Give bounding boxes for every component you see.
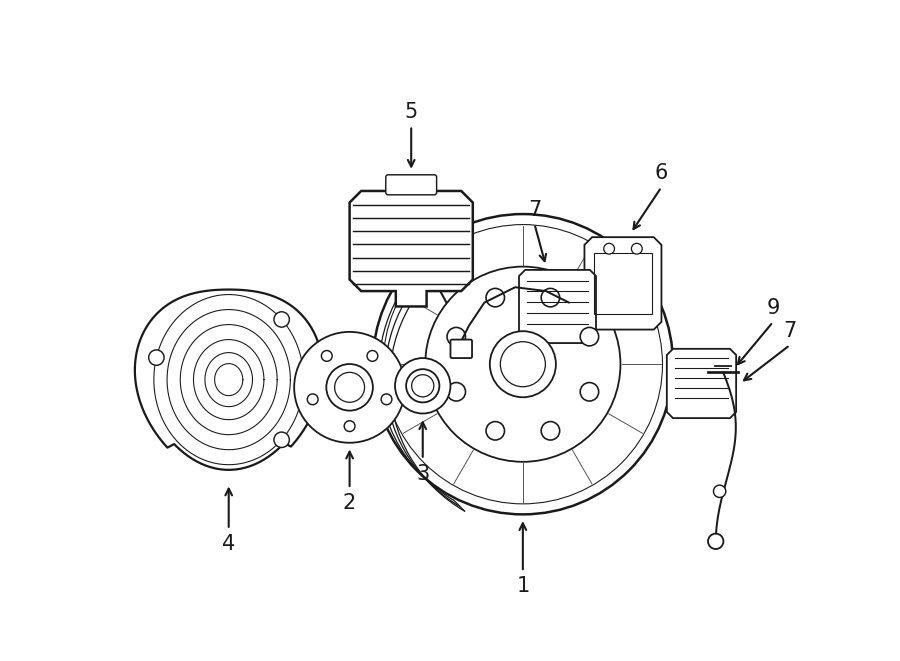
Polygon shape: [584, 237, 662, 330]
Circle shape: [274, 432, 290, 447]
Ellipse shape: [580, 383, 598, 401]
Text: 6: 6: [655, 163, 668, 183]
Ellipse shape: [381, 394, 392, 405]
Ellipse shape: [373, 214, 673, 514]
Text: 7: 7: [783, 321, 796, 341]
Ellipse shape: [490, 331, 556, 397]
Polygon shape: [349, 191, 472, 307]
Ellipse shape: [486, 288, 505, 307]
FancyBboxPatch shape: [451, 340, 472, 358]
Ellipse shape: [307, 394, 318, 405]
Ellipse shape: [426, 266, 620, 462]
Circle shape: [148, 350, 164, 366]
Text: 7: 7: [527, 200, 541, 220]
Text: 9: 9: [767, 298, 779, 318]
Text: 2: 2: [343, 493, 356, 513]
Polygon shape: [667, 349, 736, 418]
Ellipse shape: [486, 422, 505, 440]
Ellipse shape: [541, 288, 560, 307]
Ellipse shape: [447, 327, 465, 346]
Circle shape: [604, 243, 615, 254]
Ellipse shape: [541, 422, 560, 440]
Ellipse shape: [580, 327, 598, 346]
Text: 8: 8: [430, 261, 443, 281]
Circle shape: [632, 243, 643, 254]
Ellipse shape: [406, 369, 439, 403]
Ellipse shape: [327, 364, 373, 410]
Ellipse shape: [294, 332, 405, 443]
Circle shape: [714, 485, 725, 498]
FancyBboxPatch shape: [386, 175, 436, 195]
Ellipse shape: [344, 421, 355, 432]
Text: 5: 5: [405, 102, 418, 122]
Ellipse shape: [321, 350, 332, 362]
Ellipse shape: [395, 358, 451, 414]
Circle shape: [708, 533, 724, 549]
Ellipse shape: [367, 350, 378, 362]
Text: 4: 4: [222, 533, 235, 554]
Text: 1: 1: [517, 576, 529, 596]
Polygon shape: [519, 270, 596, 343]
Text: 3: 3: [416, 463, 429, 484]
Ellipse shape: [447, 383, 465, 401]
Circle shape: [274, 312, 290, 327]
